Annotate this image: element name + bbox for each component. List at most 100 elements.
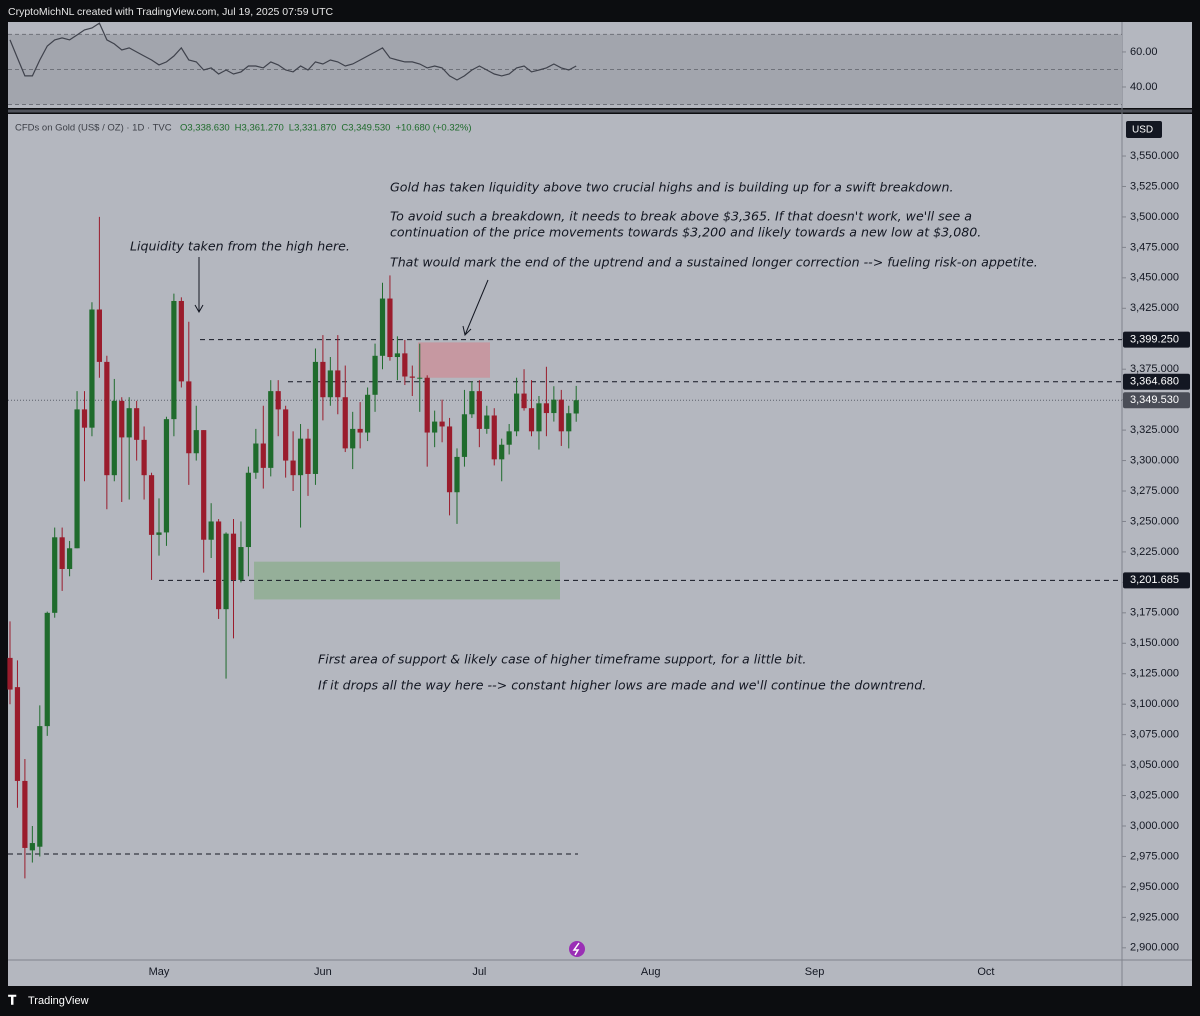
candle-body [469, 391, 475, 415]
price-box [1123, 572, 1190, 589]
candle-body [365, 394, 371, 433]
y-tick-label: 3,250.000 [1130, 515, 1179, 527]
candle-body [141, 439, 147, 476]
candle-body [387, 298, 393, 358]
annotation: continuation of the price movements towa… [390, 225, 981, 240]
candle-body [409, 376, 415, 378]
annotation: To avoid such a breakdown, it needs to b… [390, 209, 972, 224]
candle-body [379, 298, 386, 356]
y-tick-label: 3,000.000 [1130, 820, 1179, 832]
currency-box [1126, 121, 1162, 138]
candle-body [476, 391, 482, 429]
price-box-label: 3,364.680 [1130, 376, 1179, 388]
y-tick-label: 3,175.000 [1130, 607, 1179, 619]
symbol: CFDs on Gold (US$ / OZ) · 1D · TVC [15, 123, 172, 134]
y-tick-label: 3,300.000 [1130, 454, 1179, 466]
y-tick-label: 3,450.000 [1130, 272, 1179, 284]
y-tick-label: 3,050.000 [1130, 759, 1179, 771]
y-tick-label: 3,100.000 [1130, 698, 1179, 710]
y-tick-label: 3,500.000 [1130, 211, 1179, 223]
candle-body [156, 532, 162, 535]
x-tick-label: Jun [314, 966, 332, 978]
candle-body [74, 409, 80, 549]
x-tick-label: May [149, 966, 170, 978]
price-pane [8, 114, 1122, 960]
rsi-line [9, 22, 577, 81]
annotation: That would mark the end of the uptrend a… [390, 255, 1038, 270]
y-tick-label: 2,900.000 [1130, 942, 1179, 954]
y-tick-label: 3,375.000 [1130, 363, 1179, 375]
candle-body [342, 397, 348, 449]
candle-body [268, 391, 274, 468]
candle-body [223, 533, 229, 610]
candle-body [357, 428, 363, 433]
caption: CryptoMichNL created with TradingView.co… [8, 6, 333, 18]
candle-body [402, 353, 408, 377]
brand: TradingView [28, 995, 89, 1007]
candle-body [186, 381, 192, 454]
candle-body [14, 687, 21, 781]
price-axis [1122, 114, 1192, 960]
candle-body [499, 444, 505, 460]
event-icon [572, 942, 580, 956]
candle-body [44, 612, 50, 727]
arrow [194, 257, 204, 314]
ohlc-value: C3,349.530 [341, 123, 390, 134]
y-tick-label: 3,225.000 [1130, 546, 1179, 558]
candle-body [521, 393, 527, 409]
candle-body [320, 361, 326, 398]
candle-body [424, 377, 430, 433]
candle-body [327, 370, 333, 398]
y-tick-label: 3,525.000 [1130, 180, 1179, 192]
candle-body [178, 300, 184, 382]
candle-body [297, 438, 304, 476]
candle-body [290, 460, 296, 476]
logo-mark: 𝐓 [8, 992, 17, 1007]
candle-body [59, 537, 65, 569]
candle-body [543, 403, 549, 414]
annotation: If it drops all the way here --> constan… [318, 678, 926, 693]
ohlc-value: L3,331.870 [289, 123, 337, 134]
candle-body [446, 426, 453, 493]
candle-body [312, 361, 319, 474]
price-box [1123, 373, 1190, 390]
candle-body [52, 537, 58, 613]
ohlc-legend: O3,338.630 H3,361.270 L3,331.870 C3,349.530… [180, 123, 472, 134]
candle-body [558, 399, 564, 432]
ohlc-value: +10.680 (+0.32%) [395, 123, 471, 134]
y-tick-label: 3,550.000 [1130, 150, 1179, 162]
candle-body [7, 657, 13, 690]
candle-body [305, 438, 311, 474]
candle-body [260, 443, 266, 468]
x-tick-label: Jul [472, 966, 486, 978]
annotation: Liquidity taken from the high here. [130, 239, 350, 254]
candle-body [506, 431, 512, 445]
rsi-tick-label: 60.00 [1130, 46, 1158, 58]
candle-body [283, 409, 289, 461]
y-tick-label: 3,325.000 [1130, 424, 1179, 436]
candle-body [148, 475, 155, 535]
y-tick-label: 3,475.000 [1130, 241, 1179, 253]
candle-body [350, 428, 356, 449]
y-tick-label: 2,950.000 [1130, 881, 1179, 893]
candle-body [111, 400, 117, 476]
candle-body [253, 443, 259, 473]
candle-body [22, 780, 28, 848]
candle-body [461, 414, 468, 457]
annotation: First area of support & likely case of h… [318, 652, 806, 667]
candle-body [394, 353, 400, 358]
price-box [1123, 392, 1190, 409]
candle-body [528, 408, 535, 432]
time-axis [8, 960, 1192, 986]
candle-body [89, 309, 95, 428]
x-tick-label: Aug [641, 966, 661, 978]
candle-body [484, 415, 490, 429]
candle-body [208, 521, 214, 540]
zone [418, 342, 490, 378]
candle-body [81, 409, 88, 428]
plot: 2,900.000 2,925.000 2,950.000 2,975.000 3,00… [7, 22, 1190, 978]
candle-body [201, 430, 207, 540]
price-box [1123, 331, 1190, 348]
ohlc-value: O3,338.630 [180, 123, 230, 134]
candle-body [37, 726, 43, 847]
